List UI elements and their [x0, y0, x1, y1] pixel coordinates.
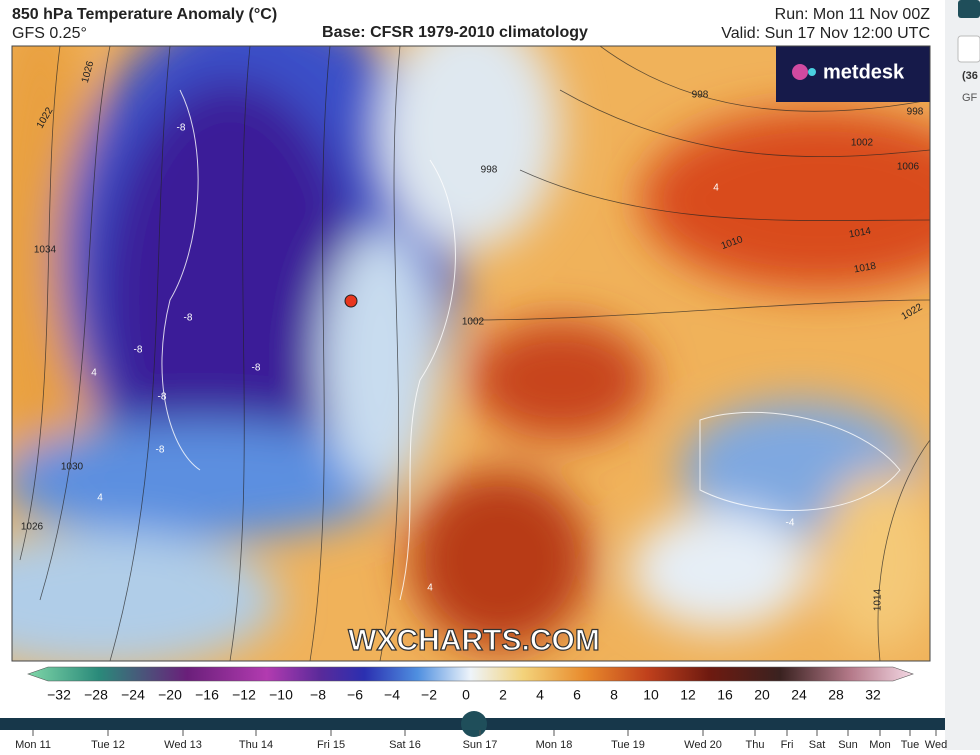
day-label[interactable]: Fri: [781, 739, 794, 751]
map: metdesk WXCHARTS.COM 1022102610341030102…: [12, 46, 930, 661]
anomaly-label: 4: [427, 583, 433, 594]
isobar-label: 1026: [21, 522, 44, 533]
colorbar-label: 4: [536, 687, 544, 703]
colorbar-label: 28: [828, 687, 844, 703]
day-label[interactable]: Mon 11: [15, 739, 51, 751]
anomaly-label: 4: [713, 183, 719, 194]
colorbar-label: −2: [421, 687, 437, 703]
title: 850 hPa Temperature Anomaly (°C): [12, 6, 277, 23]
colorbar-label: 32: [865, 687, 881, 703]
anomaly-label: -8: [158, 392, 167, 403]
colorbar: [27, 666, 914, 682]
colorbar-label: −10: [269, 687, 293, 703]
colorbar-label: −32: [47, 687, 71, 703]
isobar-label: 1002: [462, 317, 485, 328]
isobar-label: 1002: [851, 138, 874, 149]
anomaly-label: 4: [91, 368, 97, 379]
isobar-label: 1014: [873, 588, 884, 611]
isobar-label: 998: [481, 165, 498, 176]
side-box[interactable]: [957, 35, 980, 63]
anomaly-label: -8: [184, 313, 193, 324]
isobar-label: 1014: [848, 226, 872, 241]
colorbar-label: −20: [158, 687, 182, 703]
day-label[interactable]: Thu 14: [239, 739, 273, 751]
run: Run: Mon 11 Nov 00Z: [775, 6, 931, 23]
location-marker[interactable]: [344, 294, 358, 308]
day-label[interactable]: Tue: [901, 739, 920, 751]
day-label[interactable]: Sun 17: [463, 739, 498, 751]
colorbar-label: 20: [754, 687, 770, 703]
day-label[interactable]: Wed: [925, 739, 947, 751]
colorbar-label: −24: [121, 687, 145, 703]
isobar-label: 998: [907, 107, 924, 118]
colorbar-label: 10: [643, 687, 659, 703]
day-label[interactable]: Mon: [869, 739, 890, 751]
colorbar-label: 6: [573, 687, 581, 703]
day-label[interactable]: Thu: [746, 739, 765, 751]
isobar-label: 1006: [897, 162, 920, 173]
map-border: [11, 45, 931, 662]
colorbar-label: 2: [499, 687, 507, 703]
colorbar-label: −4: [384, 687, 400, 703]
side-button[interactable]: [958, 0, 980, 18]
colorbar-label: 8: [610, 687, 618, 703]
timeline-knob[interactable]: [461, 711, 487, 737]
day-label[interactable]: Tue 19: [611, 739, 645, 751]
colorbar-label: 12: [680, 687, 696, 703]
day-label[interactable]: Sat: [809, 739, 826, 751]
day-label[interactable]: Tue 12: [91, 739, 125, 751]
colorbar-label: 0: [462, 687, 470, 703]
colorbar-label: −12: [232, 687, 256, 703]
day-label[interactable]: Mon 18: [536, 739, 573, 751]
colorbar-label: 16: [717, 687, 733, 703]
colorbar-label: −28: [84, 687, 108, 703]
model: GFS 0.25°: [12, 25, 87, 42]
day-label[interactable]: Sun: [838, 739, 858, 751]
day-label[interactable]: Wed 20: [684, 739, 722, 751]
isobar-label: 1018: [853, 261, 877, 276]
logo: metdesk: [823, 61, 905, 83]
isobar-label: 998: [692, 90, 709, 101]
side-text: GF: [962, 92, 978, 104]
watermark: WXCHARTS.COM: [348, 624, 600, 657]
colorbar-label: −8: [310, 687, 326, 703]
side-panel: [945, 0, 980, 750]
side-text: (36: [962, 70, 978, 82]
colorbar-label: −16: [195, 687, 219, 703]
anomaly-label: -4: [786, 518, 795, 529]
anomaly-label: -8: [156, 445, 165, 456]
anomaly-label: -8: [252, 363, 261, 374]
anomaly-label: 4: [97, 493, 103, 504]
isobar-label: 1034: [34, 245, 57, 256]
base: Base: CFSR 1979-2010 climatology: [322, 24, 588, 41]
valid: Valid: Sun 17 Nov 12:00 UTC: [721, 25, 930, 42]
isobar-label: 1030: [61, 462, 84, 473]
day-label[interactable]: Fri 15: [317, 739, 345, 751]
anomaly-label: -8: [134, 345, 143, 356]
colorbar-label: −6: [347, 687, 363, 703]
anomaly-label: -8: [177, 123, 186, 134]
colorbar-label: 24: [791, 687, 807, 703]
day-label[interactable]: Sat 16: [389, 739, 421, 751]
day-label[interactable]: Wed 13: [164, 739, 202, 751]
